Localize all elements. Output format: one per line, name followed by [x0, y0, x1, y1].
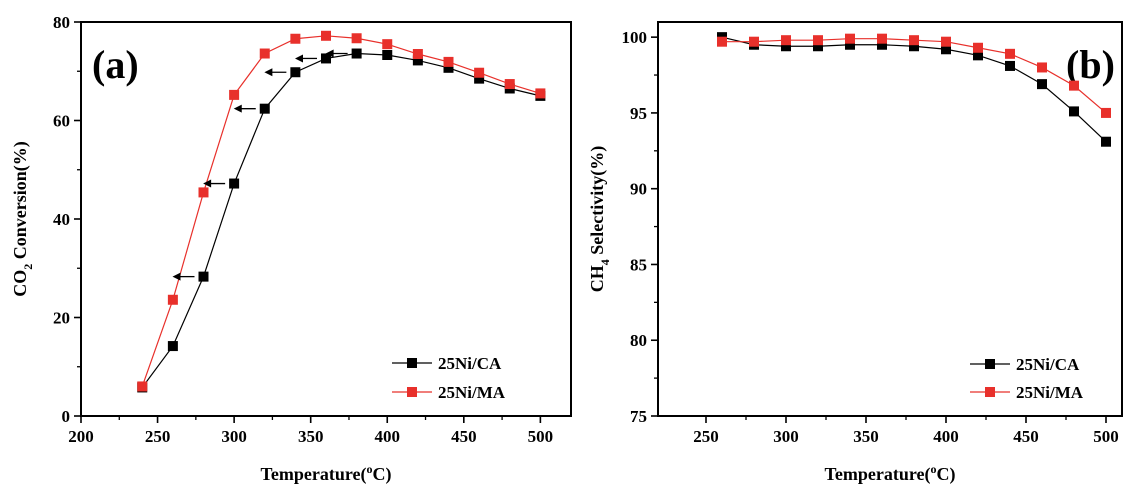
panel-label: (b) [1066, 42, 1115, 87]
arrow-head [203, 179, 212, 188]
x-axis-label: Temperature(oC) [825, 462, 956, 485]
data-point [412, 55, 423, 66]
data-point [1005, 60, 1015, 71]
data-point [474, 67, 485, 78]
data-point [973, 50, 983, 61]
data-point [1101, 107, 1111, 118]
y-axis-label: CO2 Conversion(%) [10, 141, 35, 297]
x-tick-label: 450 [451, 427, 477, 446]
x-tick-label: 450 [1013, 427, 1039, 446]
data-point [1037, 62, 1047, 73]
data-point [781, 35, 791, 46]
data-point [259, 103, 270, 114]
legend-label: 25Ni/MA [1016, 383, 1084, 402]
data-point [877, 39, 887, 50]
data-point [412, 49, 423, 60]
data-point [845, 39, 855, 50]
y-tick-label: 40 [53, 210, 70, 229]
data-point [504, 79, 515, 90]
data-point [717, 36, 727, 47]
arrow-head [172, 272, 181, 281]
data-point [167, 294, 178, 305]
data-point [1005, 48, 1015, 59]
x-tick-label: 250 [693, 427, 719, 446]
plot-frame [657, 21, 1123, 417]
legend-label: 25Ni/MA [438, 383, 506, 402]
data-point [382, 49, 393, 60]
data-point [909, 41, 919, 52]
legend-marker [407, 358, 417, 368]
y-tick-label: 90 [630, 180, 647, 199]
series-line-1 [141, 35, 541, 387]
x-axis-label: Temperature(oC) [261, 462, 392, 485]
data-point [321, 30, 331, 41]
data-point [781, 41, 791, 52]
data-point [137, 381, 148, 392]
y-tick-label: 60 [53, 112, 70, 131]
data-point [443, 56, 454, 67]
data-point [1101, 136, 1111, 147]
data-point [1037, 79, 1047, 90]
data-point [749, 36, 759, 47]
y-tick-label: 20 [53, 309, 70, 328]
arrow-head [264, 68, 273, 77]
data-point [290, 33, 301, 44]
data-point [198, 271, 209, 282]
panel-label: (a) [92, 42, 139, 87]
legend-label: 25Ni/CA [438, 354, 502, 373]
x-tick-label: 500 [1093, 427, 1119, 446]
y-tick-label: 80 [53, 13, 70, 32]
data-point [813, 41, 823, 52]
x-tick-label: 350 [853, 427, 879, 446]
legend-marker [985, 387, 995, 397]
data-point [259, 48, 270, 59]
x-tick-label: 300 [221, 427, 247, 446]
panel-a: 200 250 300 350 400 450 500 0 20 40 60 80 Temperatur… [10, 13, 572, 485]
data-point [973, 42, 983, 53]
y-tick-label: 80 [630, 331, 647, 350]
data-point [877, 33, 887, 44]
legend-marker [985, 359, 995, 369]
y-tick-label: 0 [62, 407, 71, 426]
data-point [845, 33, 855, 44]
y-tick-label: 100 [622, 28, 648, 47]
data-point [941, 44, 951, 55]
data-point [535, 88, 546, 99]
data-point [1069, 80, 1079, 91]
x-tick-label: 400 [933, 427, 959, 446]
data-point [167, 341, 178, 352]
arrow-head [325, 49, 334, 58]
data-point [198, 187, 209, 198]
x-tick-label: 200 [68, 427, 94, 446]
y-tick-label: 95 [630, 104, 647, 123]
x-tick-label: 350 [298, 427, 324, 446]
data-point [321, 53, 331, 64]
y-tick-label: 85 [630, 255, 647, 274]
data-point [351, 33, 362, 44]
data-point [909, 35, 919, 46]
legend-label: 25Ni/CA [1016, 355, 1080, 374]
data-point [229, 89, 240, 100]
data-point [474, 73, 485, 84]
x-tick-label: 300 [773, 427, 799, 446]
y-axis-label: CH4 Selectivity(%) [587, 146, 612, 292]
data-point [941, 36, 951, 47]
series-line-0 [141, 52, 541, 388]
data-point [290, 67, 301, 78]
arrow-head [295, 54, 303, 63]
data-point [382, 39, 393, 50]
x-tick-label: 250 [145, 427, 171, 446]
panel-b: 250 300 350 400 450 500 75 80 85 90 95 100 Temperatu… [587, 21, 1123, 485]
data-point [813, 35, 823, 46]
x-tick-label: 400 [375, 427, 401, 446]
data-point [1069, 106, 1079, 117]
data-point [229, 178, 240, 189]
legend-marker [407, 387, 417, 397]
y-tick-label: 75 [630, 407, 647, 426]
data-point [351, 48, 362, 59]
arrow-head [233, 104, 242, 113]
x-tick-label: 500 [528, 427, 554, 446]
data-point [443, 62, 454, 73]
